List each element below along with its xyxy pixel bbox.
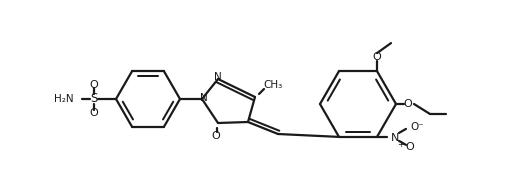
Text: O: O (404, 99, 412, 109)
Text: H₂N: H₂N (54, 94, 74, 104)
Text: O: O (89, 108, 98, 118)
Text: N: N (214, 72, 222, 82)
Text: N: N (391, 133, 399, 143)
Text: CH₃: CH₃ (263, 80, 282, 90)
Text: O: O (405, 142, 414, 152)
Text: O: O (89, 80, 98, 90)
Text: N: N (200, 93, 208, 103)
Text: O: O (372, 52, 381, 62)
Text: O: O (212, 131, 220, 141)
Text: S: S (90, 93, 98, 106)
Text: +: + (397, 140, 404, 149)
Text: O⁻: O⁻ (410, 122, 424, 132)
